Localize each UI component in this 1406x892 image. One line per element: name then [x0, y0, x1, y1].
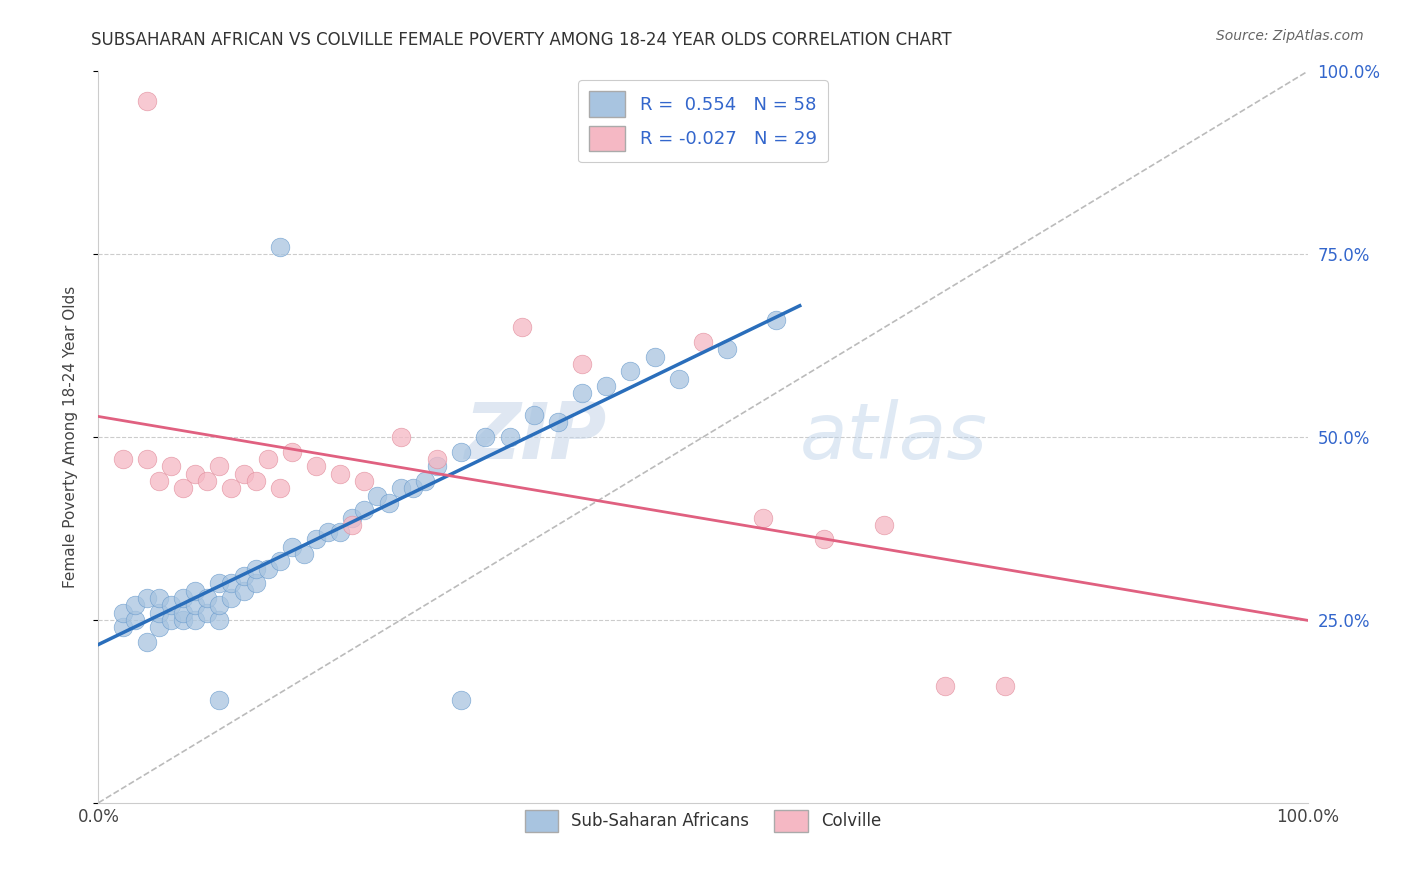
- Point: [195, 606, 218, 620]
- Point: [221, 591, 243, 605]
- Point: [281, 444, 304, 458]
- Point: [510, 320, 533, 334]
- Point: [245, 562, 267, 576]
- Text: Source: ZipAtlas.com: Source: ZipAtlas.com: [1216, 29, 1364, 43]
- Point: [366, 489, 388, 503]
- Point: [450, 693, 472, 707]
- Point: [172, 613, 194, 627]
- Point: [873, 517, 896, 532]
- Point: [124, 599, 146, 613]
- Point: [184, 599, 207, 613]
- Point: [305, 459, 328, 474]
- Point: [292, 547, 315, 561]
- Point: [148, 591, 170, 605]
- Point: [547, 416, 569, 430]
- Point: [232, 583, 254, 598]
- Point: [281, 540, 304, 554]
- Point: [498, 430, 520, 444]
- Point: [305, 533, 328, 547]
- Point: [450, 444, 472, 458]
- Point: [329, 525, 352, 540]
- Point: [426, 452, 449, 467]
- Point: [111, 452, 134, 467]
- Point: [135, 452, 157, 467]
- Point: [389, 430, 412, 444]
- Point: [571, 357, 593, 371]
- Point: [269, 240, 291, 254]
- Point: [148, 606, 170, 620]
- Point: [765, 313, 787, 327]
- Point: [342, 510, 364, 524]
- Point: [245, 474, 267, 488]
- Point: [184, 613, 207, 627]
- Point: [595, 379, 617, 393]
- Point: [245, 576, 267, 591]
- Point: [135, 591, 157, 605]
- Point: [256, 562, 278, 576]
- Text: atlas: atlas: [800, 399, 987, 475]
- Point: [353, 474, 375, 488]
- Point: [135, 635, 157, 649]
- Point: [232, 569, 254, 583]
- Point: [172, 481, 194, 495]
- Text: SUBSAHARAN AFRICAN VS COLVILLE FEMALE POVERTY AMONG 18-24 YEAR OLDS CORRELATION : SUBSAHARAN AFRICAN VS COLVILLE FEMALE PO…: [91, 31, 952, 49]
- Point: [208, 599, 231, 613]
- Point: [160, 613, 183, 627]
- Point: [148, 620, 170, 634]
- Point: [195, 474, 218, 488]
- Point: [208, 613, 231, 627]
- Point: [402, 481, 425, 495]
- Point: [994, 679, 1017, 693]
- Point: [184, 583, 207, 598]
- Point: [644, 350, 666, 364]
- Point: [208, 693, 231, 707]
- Y-axis label: Female Poverty Among 18-24 Year Olds: Female Poverty Among 18-24 Year Olds: [63, 286, 77, 588]
- Point: [184, 467, 207, 481]
- Point: [353, 503, 375, 517]
- Point: [232, 467, 254, 481]
- Point: [160, 459, 183, 474]
- Point: [668, 371, 690, 385]
- Point: [111, 620, 134, 634]
- Point: [752, 510, 775, 524]
- Point: [148, 474, 170, 488]
- Point: [389, 481, 412, 495]
- Point: [172, 591, 194, 605]
- Point: [316, 525, 339, 540]
- Point: [523, 408, 546, 422]
- Point: [571, 386, 593, 401]
- Point: [256, 452, 278, 467]
- Point: [208, 459, 231, 474]
- Point: [172, 606, 194, 620]
- Point: [377, 496, 399, 510]
- Point: [195, 591, 218, 605]
- Text: ZIP: ZIP: [464, 399, 606, 475]
- Point: [111, 606, 134, 620]
- Point: [426, 459, 449, 474]
- Point: [934, 679, 956, 693]
- Point: [692, 334, 714, 349]
- Point: [619, 364, 641, 378]
- Point: [474, 430, 496, 444]
- Point: [221, 576, 243, 591]
- Point: [124, 613, 146, 627]
- Point: [342, 517, 364, 532]
- Point: [716, 343, 738, 357]
- Point: [221, 481, 243, 495]
- Point: [269, 481, 291, 495]
- Point: [269, 554, 291, 568]
- Point: [413, 474, 436, 488]
- Legend: Sub-Saharan Africans, Colville: Sub-Saharan Africans, Colville: [517, 804, 889, 838]
- Point: [135, 94, 157, 108]
- Point: [160, 599, 183, 613]
- Point: [329, 467, 352, 481]
- Point: [208, 576, 231, 591]
- Point: [813, 533, 835, 547]
